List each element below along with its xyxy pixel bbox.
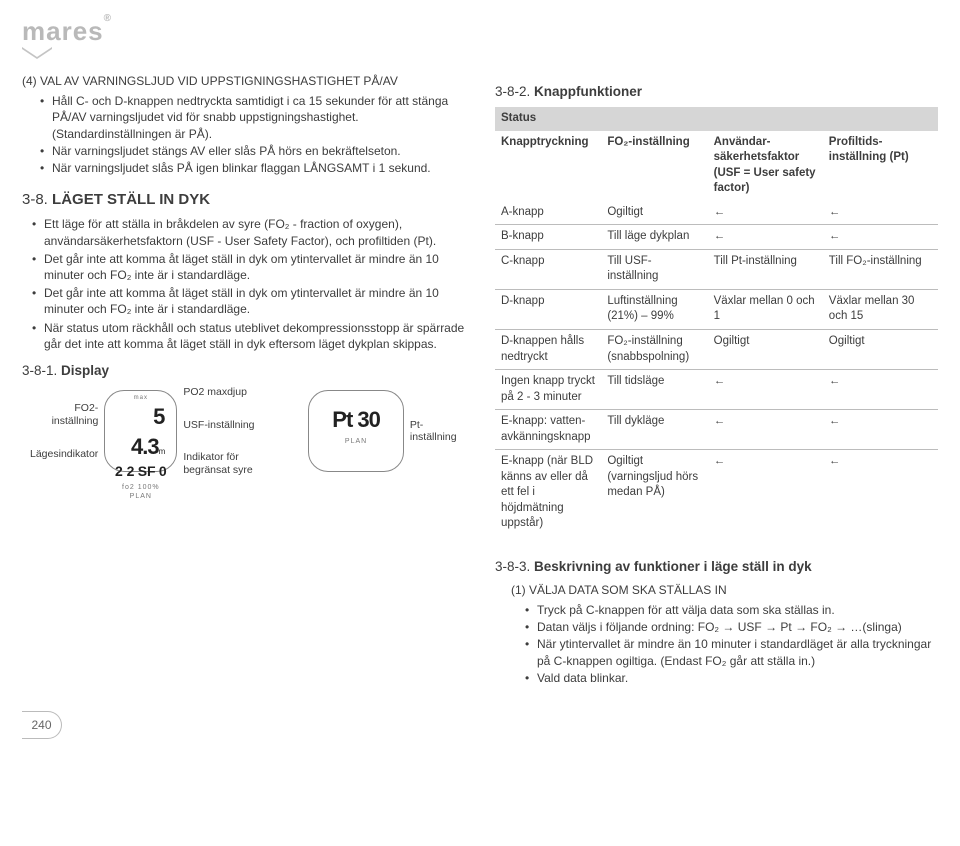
heading-3-8-1: 3-8-1. Display	[22, 362, 465, 380]
th-fo2: FO₂-inställning	[601, 131, 707, 201]
heading-3-8: 3-8. LÄGET STÄLL IN DYK	[22, 190, 465, 210]
list-item: Vald data blinkar.	[525, 670, 938, 686]
label-usf: USF-inställning	[183, 419, 272, 432]
table-row: Ingen knapp tryckt på 2 - 3 minuterTill …	[495, 370, 938, 410]
th-knapp: Knapptryckning	[495, 131, 601, 201]
heading-3-8-3: 3-8-3. Beskrivning av funktioner i läge …	[495, 558, 938, 576]
table-row: A-knappOgiltigt ←←	[495, 201, 938, 225]
label-indicator: Indikator för begränsat syre	[183, 451, 272, 476]
button-functions-table: Status Knapptryckning FO₂-inställning An…	[495, 107, 938, 535]
list-item: När varningsljudet stängs AV eller slås …	[40, 143, 465, 159]
logo-chevron	[22, 47, 938, 59]
list-item: Håll C- och D-knappen nedtryckta samtidi…	[40, 93, 465, 142]
list-item: Ett läge för att ställa in bråkdelen av …	[32, 216, 465, 248]
th-pt: Profiltids-inställning (Pt)	[823, 131, 938, 201]
table-row: D-knappen hålls nedtrycktFO₂-inställning…	[495, 329, 938, 369]
list-item: Tryck på C-knappen för att välja data so…	[525, 602, 938, 618]
table-row: D-knappLuftinställning (21%) – 99% Växla…	[495, 289, 938, 329]
table-row: E-knapp: vatten-avkänningsknappTill dykl…	[495, 410, 938, 450]
table-row: B-knappTill läge dykplan ←←	[495, 225, 938, 250]
section-3-8-list: Ett läge för att ställa in bråkdelen av …	[22, 216, 465, 352]
list-item: När varningsljudet slås PÅ igen blinkar …	[40, 160, 465, 176]
label-lages: Lägesindikator	[30, 448, 98, 461]
list-item: Datan väljs i följande ordning: FO₂ → US…	[525, 619, 938, 635]
heading-3-8-2: 3-8-2. Knappfunktioner	[495, 83, 938, 101]
list-item: Det går inte att komma åt läget ställ in…	[32, 251, 465, 283]
device-display-2: Pt 30 PLAN	[308, 390, 404, 472]
label-pt: Pt-inställning	[410, 419, 465, 444]
section-4-heading: (4) VAL AV VARNINGSLJUD VID UPPSTIGNINGS…	[22, 73, 465, 89]
brand-logo: mares®	[22, 14, 112, 49]
list-item: När ytintervallet är mindre än 10 minute…	[525, 636, 938, 668]
section-3-8-3-subheading: (1) VÄLJA DATA SOM SKA STÄLLAS IN	[511, 582, 938, 598]
page-number: 240	[22, 711, 62, 739]
table-row: C-knappTill USF-inställning Till Pt-inst…	[495, 249, 938, 289]
table-status-header: Status	[495, 107, 938, 131]
display-diagram: FO2-inställning Lägesindikator max 5 4.3…	[22, 386, 465, 476]
label-po2: PO2 maxdjup	[183, 386, 272, 399]
table-row: E-knapp (när BLD känns av eller då ett f…	[495, 450, 938, 536]
list-item: Det går inte att komma åt läget ställ in…	[32, 285, 465, 317]
section-3-8-3-list: Tryck på C-knappen för att välja data so…	[511, 602, 938, 686]
list-item: När status utom räckhåll och status uteb…	[32, 320, 465, 352]
device-display-1: max 5 4.3m 2 2SF0 fo2 100% PLAN	[104, 390, 177, 472]
label-fo2: FO2-inställning	[30, 402, 98, 427]
th-usf: Användar-säkerhetsfaktor (USF = User saf…	[708, 131, 823, 201]
section-4-list: Håll C- och D-knappen nedtryckta samtidi…	[40, 93, 465, 176]
